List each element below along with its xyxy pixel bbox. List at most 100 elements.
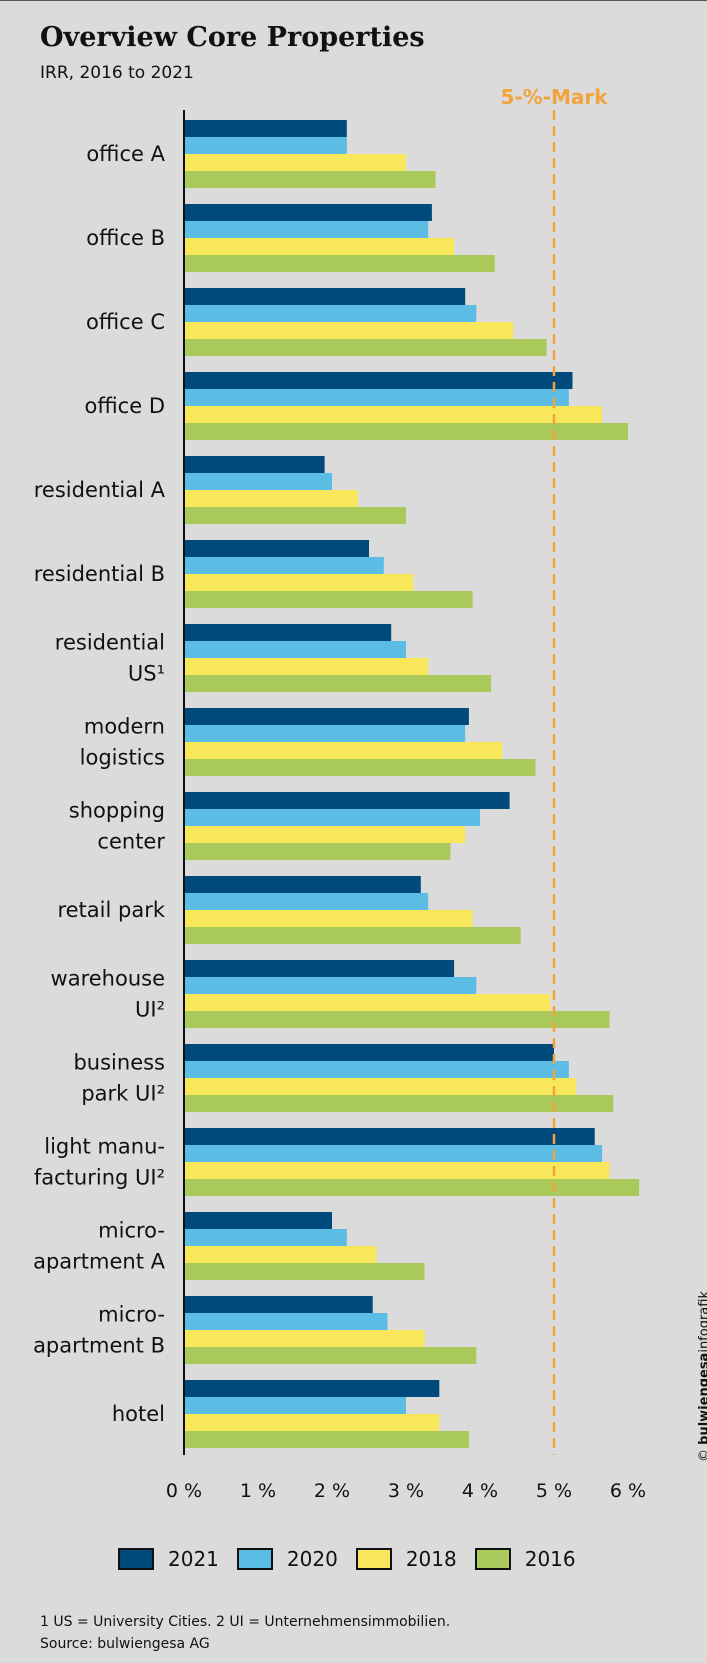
legend-swatch xyxy=(355,1548,392,1570)
bar-2021-10 xyxy=(184,960,455,977)
x-tick-label: 5 % xyxy=(536,1480,572,1502)
category-label: office C xyxy=(86,310,165,334)
legend-label: 2021 xyxy=(168,1547,219,1571)
category-label-line: light manu- xyxy=(44,1135,165,1159)
category-label-line: office A xyxy=(86,142,165,166)
chart-title: Overview Core Properties xyxy=(40,22,425,53)
category-label-line: apartment B xyxy=(33,1334,165,1358)
legend-item-2020: 2020 xyxy=(236,1547,338,1571)
bar-2020-7 xyxy=(184,725,466,742)
bar-2021-0 xyxy=(184,120,347,137)
credit-brand: bulwiengesa xyxy=(697,1352,707,1445)
category-label: residential A xyxy=(34,478,166,502)
bar-2016-4 xyxy=(184,507,406,524)
bar-2021-13 xyxy=(184,1212,332,1229)
bar-2021-9 xyxy=(184,876,421,893)
category-label-line: business xyxy=(73,1051,165,1075)
bar-2021-11 xyxy=(184,1044,554,1061)
footnote: 1 US = University Cities. 2 UI = Unterne… xyxy=(40,1614,451,1630)
bar-2016-9 xyxy=(184,927,521,944)
bar-2016-14 xyxy=(184,1347,477,1364)
bar-2016-13 xyxy=(184,1263,425,1280)
bar-2020-1 xyxy=(184,221,429,238)
bar-2021-12 xyxy=(184,1128,595,1145)
category-label-line: logistics xyxy=(80,746,165,770)
legend-swatch xyxy=(474,1548,511,1570)
category-label: office D xyxy=(85,394,165,418)
bar-2018-3 xyxy=(184,406,603,423)
bar-2016-5 xyxy=(184,591,473,608)
bar-2021-5 xyxy=(184,540,369,557)
bar-2021-4 xyxy=(184,456,325,473)
category-label-line: UI² xyxy=(135,998,165,1022)
bar-2016-15 xyxy=(184,1431,469,1448)
bar-2020-14 xyxy=(184,1313,388,1330)
category-label-line: shopping xyxy=(69,799,165,823)
legend-item-2016: 2016 xyxy=(474,1547,576,1571)
category-label: modern logistics xyxy=(80,715,165,770)
x-tick-label: 2 % xyxy=(314,1480,350,1502)
legend-label: 2018 xyxy=(405,1547,457,1571)
bar-2018-0 xyxy=(184,154,406,171)
bar-2016-8 xyxy=(184,843,451,860)
category-label-line: micro- xyxy=(98,1219,165,1243)
bar-2021-7 xyxy=(184,708,469,725)
bar-2016-0 xyxy=(184,171,436,188)
category-label: residential B xyxy=(34,562,165,586)
category-label: residential US¹ xyxy=(55,631,165,686)
bar-2018-15 xyxy=(184,1414,440,1431)
category-label-line: retail park xyxy=(57,898,165,922)
bar-2020-10 xyxy=(184,977,477,994)
bar-2016-12 xyxy=(184,1179,640,1196)
x-tick-label: 4 % xyxy=(462,1480,498,1502)
legend-swatch xyxy=(118,1548,154,1570)
source-note: Source: bulwiengesa AG xyxy=(40,1636,210,1652)
category-label: retail park xyxy=(57,898,165,922)
legend-item-2018: 2018 xyxy=(355,1547,457,1571)
bar-2018-10 xyxy=(184,994,551,1011)
bar-2018-14 xyxy=(184,1330,425,1347)
bar-2018-6 xyxy=(184,658,429,675)
category-label: warehouse UI² xyxy=(51,967,165,1022)
bar-2016-1 xyxy=(184,255,495,272)
bar-2020-2 xyxy=(184,305,477,322)
category-label-line: residential A xyxy=(34,478,166,502)
credit: © bulwiengesainfografik xyxy=(697,1291,707,1462)
bar-2016-7 xyxy=(184,759,536,776)
bar-2018-8 xyxy=(184,826,466,843)
bar-2018-12 xyxy=(184,1162,610,1179)
bar-2018-5 xyxy=(184,574,414,591)
bar-2018-13 xyxy=(184,1246,377,1263)
legend: 2021 2020 2018 2016 xyxy=(118,1547,594,1571)
bar-2020-13 xyxy=(184,1229,347,1246)
bar-2021-6 xyxy=(184,624,392,641)
bar-2021-1 xyxy=(184,204,432,221)
bar-2016-11 xyxy=(184,1095,614,1112)
category-label: micro-apartment B xyxy=(33,1303,165,1358)
category-label: micro-apartment A xyxy=(33,1219,166,1274)
bar-2020-6 xyxy=(184,641,406,658)
category-label-line: residential B xyxy=(34,562,165,586)
category-label: office B xyxy=(86,226,165,250)
category-label-line: micro- xyxy=(98,1303,165,1327)
legend-item-2021: 2021 xyxy=(118,1547,219,1571)
category-label-line: center xyxy=(97,830,165,854)
category-label: shopping center xyxy=(69,799,166,854)
bar-2018-7 xyxy=(184,742,503,759)
bar-2020-0 xyxy=(184,137,347,154)
bar-2020-12 xyxy=(184,1145,603,1162)
bar-2018-4 xyxy=(184,490,358,507)
bar-2020-3 xyxy=(184,389,569,406)
bar-2016-2 xyxy=(184,339,547,356)
legend-label: 2020 xyxy=(286,1547,338,1571)
category-label-line: office D xyxy=(85,394,165,418)
x-tick-label: 6 % xyxy=(610,1480,646,1502)
bar-2021-15 xyxy=(184,1380,440,1397)
category-label-line: park UI² xyxy=(81,1082,165,1106)
category-label: hotel xyxy=(112,1402,165,1426)
x-tick-label: 1 % xyxy=(240,1480,276,1502)
x-tick-label: 3 % xyxy=(388,1480,424,1502)
category-label: light manu-facturing UI² xyxy=(34,1135,165,1190)
bar-2016-10 xyxy=(184,1011,610,1028)
category-label-line: residential xyxy=(55,631,165,655)
